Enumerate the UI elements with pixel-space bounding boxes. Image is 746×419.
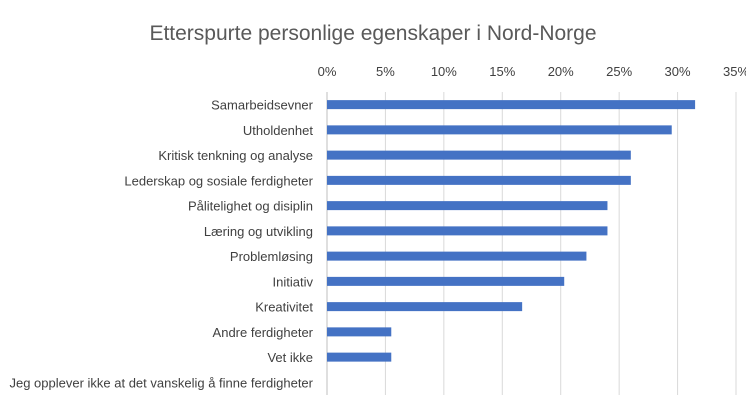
bar	[327, 175, 631, 185]
x-tick-label: 20%	[548, 64, 574, 79]
category-label: Kreativitet	[255, 300, 313, 315]
category-label: Pålitelighet og disiplin	[188, 199, 313, 214]
x-tick-label: 10%	[431, 64, 457, 79]
category-label: Læring og utvikling	[204, 224, 313, 239]
bar	[327, 201, 608, 211]
bar	[327, 150, 631, 160]
bar	[327, 327, 392, 337]
bar	[327, 251, 587, 261]
category-label: Utholdenhet	[243, 123, 313, 138]
bars	[327, 100, 696, 362]
category-label: Initiativ	[273, 274, 314, 289]
category-label: Andre ferdigheter	[213, 325, 314, 340]
category-label: Kritisk tenkning og analyse	[158, 148, 313, 163]
category-label: Problemløsing	[230, 249, 313, 264]
bar	[327, 226, 608, 236]
x-tick-label: 30%	[665, 64, 691, 79]
x-tick-label: 0%	[318, 64, 337, 79]
x-axis-ticks: 0% 5% 10% 15% 20% 25% 30% 35%	[318, 64, 746, 79]
x-tick-label: 25%	[606, 64, 632, 79]
category-label: Jeg opplever ikke at det vanskelig å fin…	[9, 375, 313, 390]
bar	[327, 302, 523, 312]
gridlines	[384, 92, 737, 395]
category-label: Samarbeidsevner	[211, 98, 314, 113]
chart-title: Etterspurte personlige egenskaper i Nord…	[149, 22, 596, 45]
category-label: Vet ikke	[267, 350, 313, 365]
category-labels: Samarbeidsevner Utholdenhet Kritisk tenkni…	[9, 98, 313, 391]
x-tick-label: 35%	[723, 64, 746, 79]
bar	[327, 352, 392, 362]
bar	[327, 276, 565, 286]
bar	[327, 100, 696, 110]
x-tick-label: 15%	[489, 64, 515, 79]
bar	[327, 125, 672, 135]
category-label: Lederskap og sosiale ferdigheter	[124, 173, 313, 188]
x-tick-label: 5%	[376, 64, 395, 79]
